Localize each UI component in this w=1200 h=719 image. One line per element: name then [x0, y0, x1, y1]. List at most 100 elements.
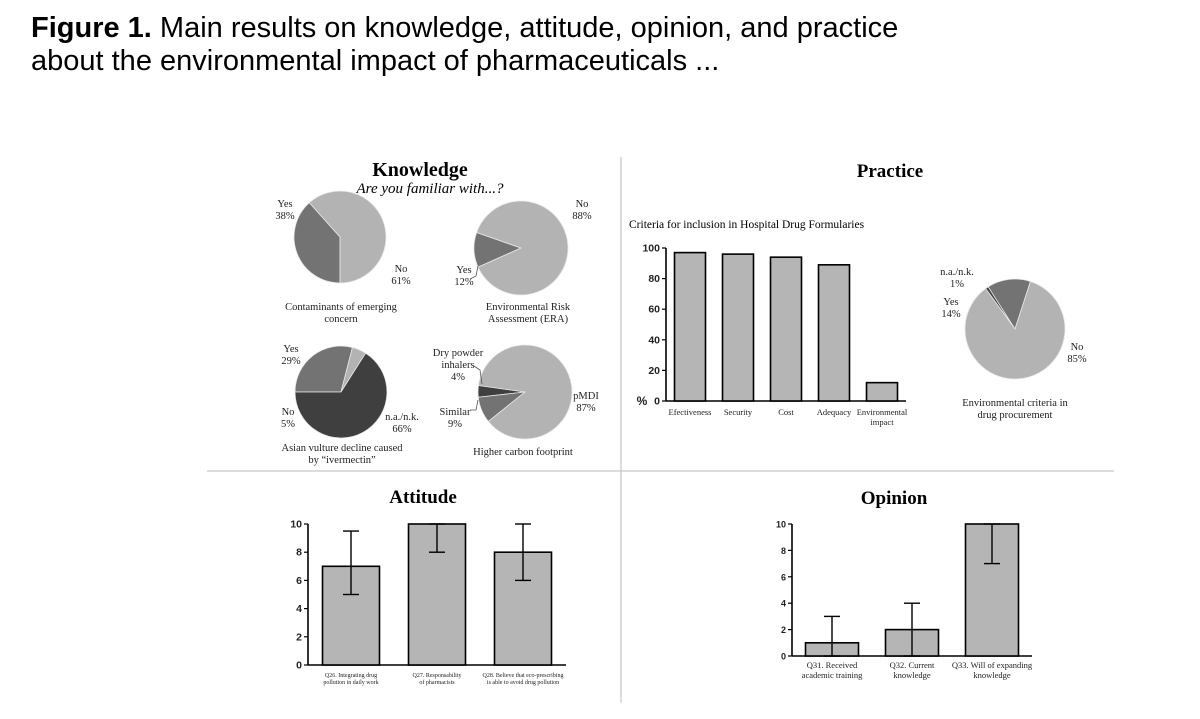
x-tick-label: Cost [778, 407, 794, 417]
pie-slice [476, 200, 569, 296]
pie-label: n.a./n.k. [385, 412, 419, 423]
x-tick-label: Adequacy [817, 407, 852, 417]
pie-label: Similar [440, 407, 471, 418]
y-tick-label: 80 [648, 273, 660, 285]
x-tick-label: Q26. Integrating drug [325, 673, 377, 679]
x-tick-label: Efectiveness [669, 407, 712, 417]
pie-value: 12% [454, 277, 474, 288]
pie-label: No [576, 199, 589, 210]
y-tick-label: 2 [296, 631, 302, 643]
opinion-title: Opinion [861, 488, 928, 509]
x-tick-label: of pharmacists [419, 679, 455, 686]
pie-caption: concern [324, 314, 358, 325]
y-tick-label: 4 [296, 603, 302, 615]
figure-caption-line1: Main results on knowledge, attitude, opi… [159, 12, 899, 44]
pie-label: pMDI [573, 391, 599, 402]
x-tick-label: knowledge [973, 670, 1011, 680]
practice-title: Practice [857, 161, 923, 182]
pie-value: 14% [941, 309, 961, 320]
x-tick-label: is able to avoid drug pollution [487, 680, 559, 686]
x-tick-label: pollution in daily work [323, 680, 378, 686]
pie-value: 5% [281, 419, 295, 430]
y-tick-label: 2 [781, 625, 786, 635]
figure-caption-line2: about the environmental impact of pharma… [31, 45, 720, 77]
pie-caption: Asian vulture decline caused [282, 443, 404, 454]
pie-vulture [294, 345, 388, 439]
x-tick-label: Q28. Believe that eco-prescribing [483, 673, 564, 679]
pie-value: 61% [391, 276, 411, 287]
pie-slice [293, 202, 341, 284]
pie-caption: drug procurement [978, 410, 1053, 421]
figure-caption: Figure 1. Main results on knowledge, att… [31, 12, 1031, 78]
pie-value: 88% [572, 211, 592, 222]
leader-line [469, 265, 479, 280]
bar [769, 256, 803, 402]
pie-label: Yes [283, 344, 298, 355]
pie-caption: Environmental criteria in [962, 398, 1068, 409]
pie-value: 85% [1067, 354, 1087, 365]
pie-label: n.a./n.k. [940, 267, 974, 278]
pie-label: Dry powder [433, 348, 484, 359]
leader-line [473, 365, 483, 385]
pie-label: inhalers [441, 360, 474, 371]
pie-value: 4% [451, 372, 465, 383]
y-tick-label: 10 [290, 519, 302, 531]
y-tick-label: 6 [781, 572, 786, 582]
y-tick-label: 10 [776, 520, 786, 530]
x-tick-label: Q27. Responsability [413, 673, 462, 679]
pie-value: 87% [576, 403, 596, 414]
y-tick-label: 100 [642, 243, 660, 255]
bar [673, 251, 707, 402]
y-tick-label: 4 [781, 599, 786, 609]
x-tick-label: knowledge [893, 670, 931, 680]
y-tick-label: 60 [648, 304, 660, 316]
y-axis-label: % [637, 394, 648, 408]
y-tick-label: 8 [296, 547, 302, 559]
pie-label: No [1071, 342, 1084, 353]
leader-line [470, 399, 479, 411]
pie-label: Yes [456, 265, 471, 276]
pie-value: 1% [950, 279, 964, 290]
bar [721, 253, 755, 402]
pie-contaminants [293, 190, 387, 284]
y-tick-label: 20 [648, 365, 660, 377]
pie-label: Yes [943, 297, 958, 308]
y-tick-label: 0 [781, 652, 786, 662]
bar [865, 381, 899, 402]
x-tick-label: Security [724, 407, 753, 417]
pie-caption: Assessment (ERA) [488, 314, 569, 325]
pie-value: 66% [392, 424, 412, 435]
pie-slice [964, 280, 1066, 380]
knowledge-title: Knowledge [372, 159, 468, 181]
pie-value: 29% [281, 356, 301, 367]
pie-slice [294, 352, 388, 439]
pie-slice [294, 345, 353, 393]
practice-bar-title: Criteria for inclusion in Hospital Drug … [629, 219, 865, 231]
pie-procurement [964, 278, 1066, 380]
pie-caption: by “ivermectin” [308, 455, 376, 466]
pie-caption: Environmental Risk [486, 302, 571, 313]
pie-label: Yes [277, 199, 292, 210]
x-tick-label: Q33. Will of expanding [952, 660, 1033, 670]
attitude-title: Attitude [389, 487, 457, 508]
y-tick-label: 40 [648, 334, 660, 346]
pie-caption: Higher carbon footprint [473, 447, 573, 458]
x-tick-label: Q31. Received [807, 660, 858, 670]
pie-value: 38% [275, 211, 295, 222]
x-tick-label: impact [870, 417, 894, 427]
x-tick-label: academic training [802, 670, 863, 680]
x-tick-label: Environmental [857, 407, 908, 417]
y-tick-label: 0 [654, 396, 660, 408]
figure-label: Figure 1. [31, 12, 152, 44]
pie-carbon [477, 344, 573, 440]
pie-label: No [395, 264, 408, 275]
knowledge-subtitle: Are you familiar with...? [356, 181, 504, 197]
pie-label: No [282, 407, 295, 418]
pie-era [473, 200, 569, 296]
pie-caption: Contaminants of emerging [285, 302, 398, 313]
y-tick-label: 0 [296, 660, 302, 672]
